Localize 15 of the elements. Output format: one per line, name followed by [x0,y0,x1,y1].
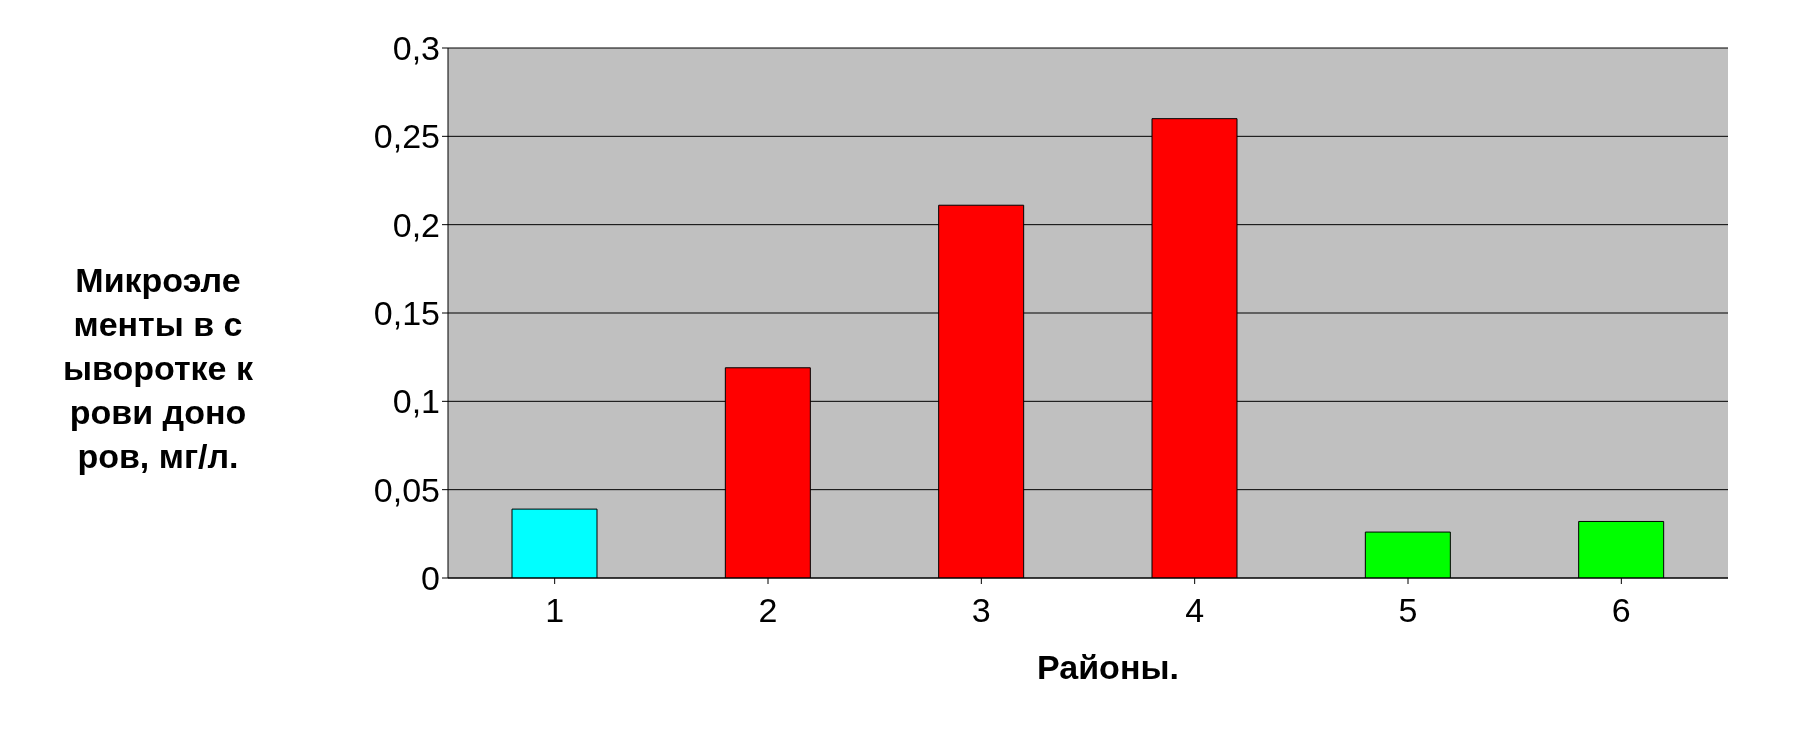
y-tick-label: 0,3 [392,29,440,68]
y-tick-label: 0,1 [392,382,440,421]
y-tick-label: 0,2 [392,205,440,244]
y-tick-label: 0,25 [373,117,440,156]
x-tick-label: 4 [1185,591,1205,630]
x-tick-label: 5 [1398,591,1418,630]
x-axis-title: Районы. [1036,648,1180,687]
y-tick-label: 0 [421,559,440,598]
x-tick-label: 3 [971,591,991,630]
x-tick-label: 1 [545,591,565,630]
x-tick-label: 6 [1611,591,1631,630]
y-tick-label: 0,05 [373,470,440,509]
y-tick-label: 0,15 [373,294,440,333]
y-axis-title: Микроэлементы в сыворотке крови доноров, мг/л. [63,260,253,477]
x-tick-label: 2 [758,591,778,630]
